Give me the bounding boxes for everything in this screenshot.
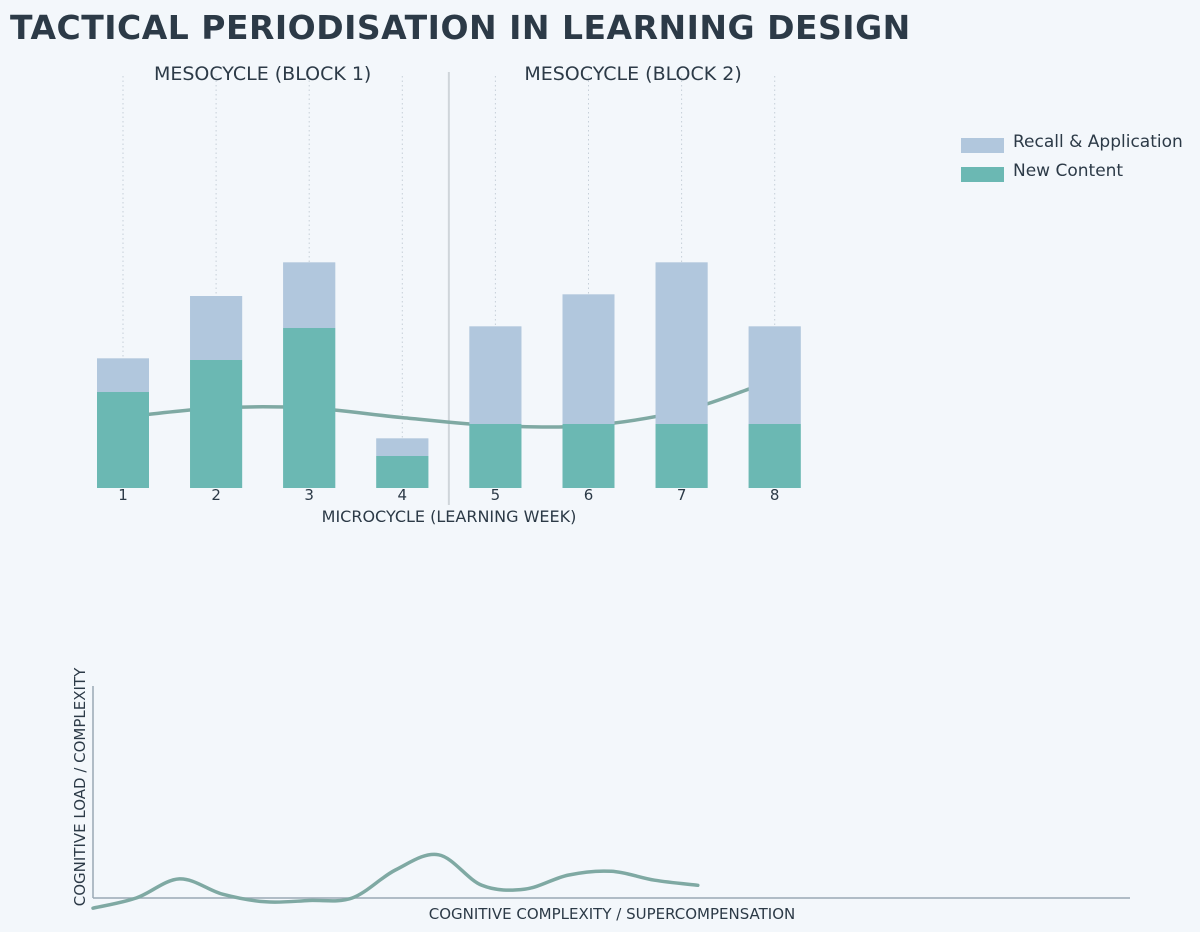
page-title: TACTICAL PERIODISATION IN LEARNING DESIG…: [10, 8, 911, 47]
x-tick-label: 6: [584, 486, 594, 504]
bar-new-content-front: [748, 424, 801, 488]
legend-swatch: [961, 138, 1004, 153]
y-axis-label: COGNITIVE LOAD / COMPLEXITY: [71, 667, 89, 906]
bar-new-content-front: [97, 392, 149, 488]
bar-new-content-front: [190, 360, 243, 488]
bar-recall-application-front: [97, 358, 149, 392]
block-label: MESOCYCLE (BLOCK 1): [154, 63, 371, 85]
bar-new-content-front: [655, 424, 708, 488]
bar-new-content-front: [283, 328, 336, 488]
bar-new-content-front: [469, 424, 522, 488]
bar-recall-application-front: [376, 438, 429, 456]
x-axis-label: COGNITIVE COMPLEXITY / SUPERCOMPENSATION: [429, 905, 796, 923]
load-curve: [91, 852, 700, 910]
legend-label: New Content: [1013, 161, 1123, 181]
bar-new-content-front: [562, 424, 615, 488]
bar-recall-application-front: [190, 296, 243, 360]
x-tick-label: 7: [677, 486, 687, 504]
x-tick-label: 4: [398, 486, 408, 504]
x-tick-label: 5: [491, 486, 501, 504]
x-tick-label: 2: [211, 486, 221, 504]
x-axis-label: MICROCYCLE (LEARNING WEEK): [322, 507, 577, 526]
block-label: MESOCYCLE (BLOCK 2): [524, 63, 741, 85]
bar-recall-application-front: [469, 326, 522, 424]
legend-label: Recall & Application: [1013, 132, 1183, 152]
x-tick-label: 3: [304, 486, 314, 504]
bar-recall-application-front: [748, 326, 801, 424]
bar-recall-application-front: [562, 294, 615, 424]
bar-recall-application-front: [655, 262, 708, 424]
bar-new-content-front: [376, 456, 429, 488]
stacked-bar-chart: MESOCYCLE (BLOCK 1) MESOCYCLE (BLOCK 2) 1 2…: [97, 63, 1183, 526]
x-tick-label: 8: [770, 486, 780, 504]
legend-swatch: [961, 167, 1004, 182]
bar-recall-application-front: [283, 262, 336, 328]
x-tick-label: 1: [118, 486, 128, 504]
